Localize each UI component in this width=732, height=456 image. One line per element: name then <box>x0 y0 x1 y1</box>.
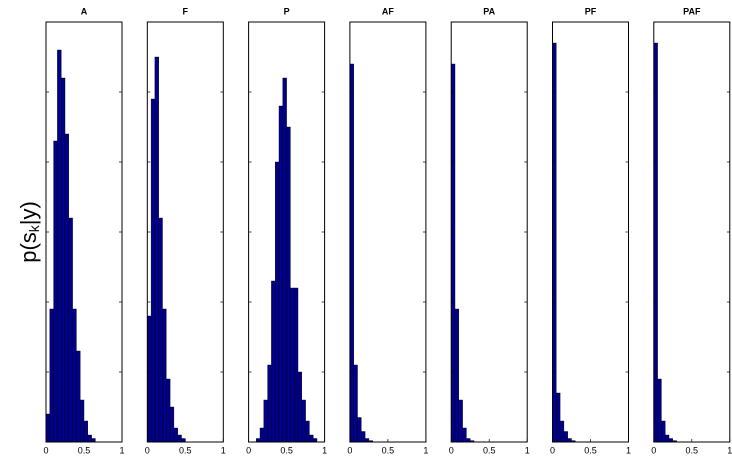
x-tick-label: 0 <box>246 445 251 455</box>
panel-frame <box>653 21 731 443</box>
x-tick-label: 0 <box>145 445 150 455</box>
bar <box>76 350 81 443</box>
x-tick-label: 0.5 <box>382 445 395 455</box>
bar <box>162 308 167 443</box>
bar <box>53 140 58 443</box>
x-tick-label: 0 <box>43 445 48 455</box>
bar <box>72 308 77 443</box>
x-tick-label: 0 <box>449 445 454 455</box>
bar <box>567 438 572 443</box>
x-tick-label: 0.5 <box>686 445 699 455</box>
bar <box>267 364 272 443</box>
bar <box>657 378 662 443</box>
x-tick-label: 1 <box>423 445 428 455</box>
bar <box>349 63 354 443</box>
panel-frame <box>349 21 427 443</box>
y-axis-label: p(sk|y) <box>16 201 42 263</box>
bar <box>451 63 456 443</box>
bar <box>61 77 66 443</box>
bar <box>91 438 96 443</box>
bar <box>364 438 370 443</box>
x-tick-label: 1 <box>626 445 631 455</box>
y-label-part: |y) <box>16 201 41 225</box>
bar <box>83 420 88 443</box>
panel-frame <box>450 21 528 443</box>
bar <box>552 42 557 443</box>
bar <box>313 438 318 443</box>
x-tick-label: 1 <box>727 445 732 455</box>
x-tick-label: 0.5 <box>483 445 496 455</box>
bar <box>305 420 310 443</box>
panel-title: PF <box>585 6 597 16</box>
bar <box>357 417 362 443</box>
bar <box>166 378 171 443</box>
bar <box>158 217 163 443</box>
bar <box>278 105 283 443</box>
bar <box>661 420 666 443</box>
bar <box>79 399 85 443</box>
bar <box>275 161 280 443</box>
bar <box>290 287 295 443</box>
bar <box>49 308 54 443</box>
y-label-part: p(s <box>16 232 41 263</box>
bar <box>150 98 156 443</box>
x-tick-label: 0.5 <box>584 445 597 455</box>
x-tick-label: 0 <box>347 445 352 455</box>
x-tick-label: 0.5 <box>179 445 192 455</box>
bar <box>301 399 306 443</box>
bar <box>361 431 366 443</box>
panel-title: AF <box>382 6 394 16</box>
panel-title: PA <box>483 6 495 16</box>
bar <box>147 315 152 443</box>
panel-title: PAF <box>683 6 701 16</box>
panel-frame <box>552 21 629 443</box>
bar <box>57 49 62 443</box>
bar <box>259 427 264 443</box>
bar <box>256 438 261 443</box>
bar <box>282 77 287 443</box>
bar <box>154 56 159 443</box>
bar <box>665 434 670 443</box>
x-tick-label: 1 <box>221 445 226 455</box>
x-tick-label: 0 <box>550 445 555 455</box>
y-label-subscript: k <box>26 224 42 232</box>
bar <box>181 438 186 443</box>
panel-title: P <box>284 6 290 16</box>
bar <box>64 133 69 443</box>
panel-title: F <box>183 6 189 16</box>
bar <box>462 427 467 443</box>
bar <box>454 308 459 443</box>
bar <box>297 371 302 443</box>
bar <box>353 364 358 443</box>
bar <box>466 438 471 443</box>
bar <box>458 399 463 443</box>
bar <box>45 413 50 443</box>
bar <box>177 434 182 443</box>
x-tick-label: 0.5 <box>78 445 91 455</box>
x-tick-label: 0 <box>651 445 656 455</box>
x-tick-label: 1 <box>322 445 327 455</box>
bar <box>87 434 92 443</box>
bar <box>556 392 561 443</box>
bar <box>668 438 673 443</box>
bar <box>559 420 565 443</box>
panel-title: A <box>81 6 88 16</box>
bar <box>169 406 175 443</box>
bar <box>263 399 268 443</box>
bar <box>309 434 314 443</box>
x-tick-label: 1 <box>525 445 530 455</box>
bar <box>294 287 299 443</box>
x-tick-label: 0.5 <box>280 445 293 455</box>
bar <box>271 280 276 443</box>
bar <box>68 217 73 443</box>
bar <box>563 431 568 443</box>
bar <box>286 126 291 443</box>
bar <box>653 42 658 443</box>
bar <box>173 427 178 443</box>
x-tick-label: 1 <box>119 445 124 455</box>
